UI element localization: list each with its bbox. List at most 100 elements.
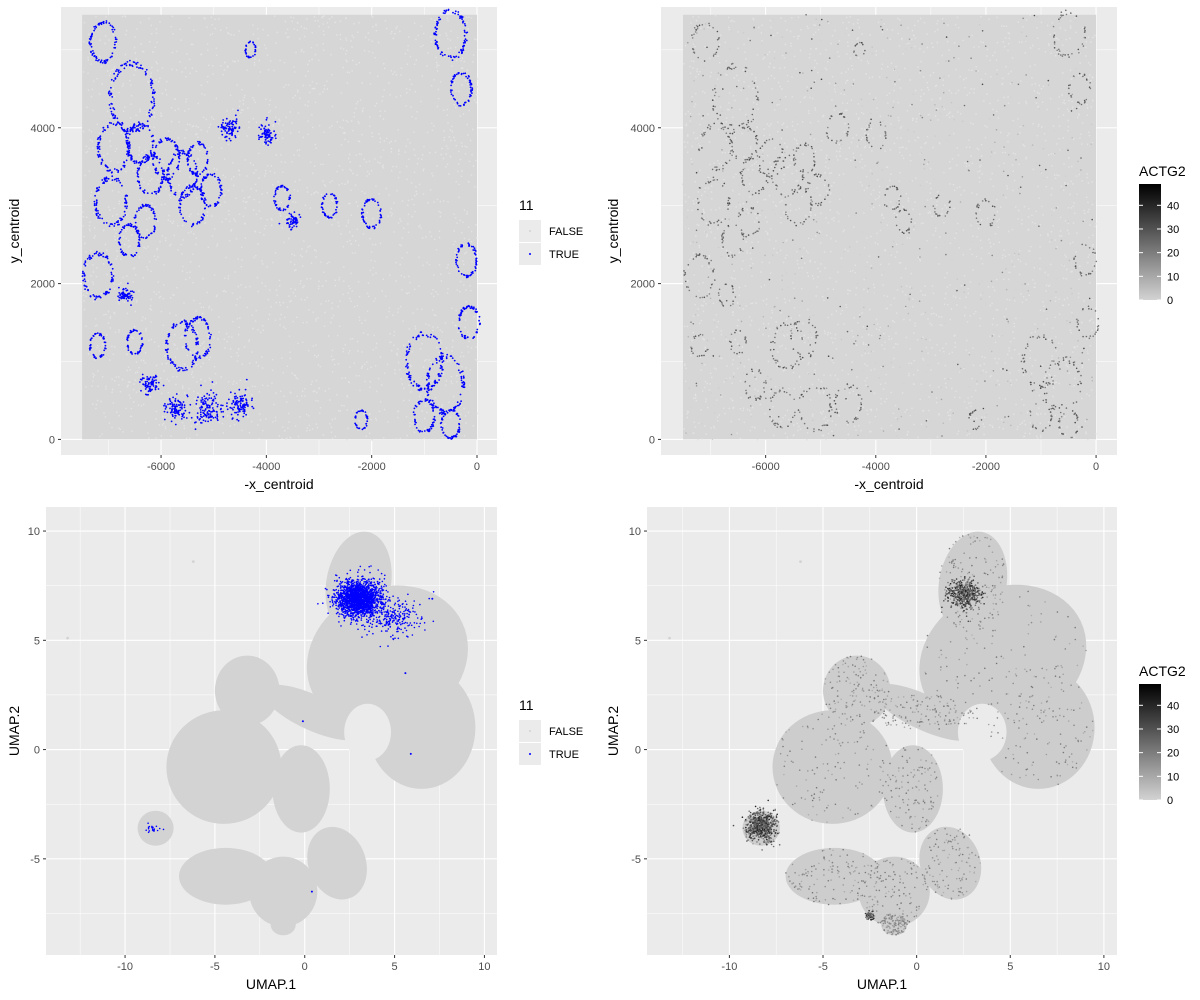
true-cell-point: [92, 50, 94, 52]
true-cell-point: [109, 107, 112, 110]
expression-point: [948, 134, 951, 137]
true-cell-point: [146, 378, 149, 380]
expression-point: [1057, 362, 1059, 365]
true-cell-point: [137, 176, 140, 178]
true-cell-point: [207, 420, 210, 423]
expression-point: [750, 405, 752, 407]
true-cell-point: [120, 297, 123, 300]
expression-point: [708, 22, 710, 25]
true-cell-point: [270, 138, 273, 141]
expression-point: [793, 190, 796, 193]
true-cell-point: [135, 160, 138, 163]
true-cell-point: [110, 86, 112, 89]
expression-point: [1085, 78, 1088, 80]
expression-point: [816, 175, 818, 178]
expression-point: [817, 204, 819, 207]
true-cell-point: [99, 22, 101, 25]
true-cell-point: [459, 313, 462, 315]
expression-point: [690, 350, 693, 353]
true-cell-point: [204, 402, 207, 405]
true-cell-point: [220, 189, 223, 191]
expression-point: [1038, 336, 1041, 339]
true-cell-point: [405, 350, 408, 352]
true-cell-point: [106, 180, 108, 182]
true-cell-point: [231, 418, 234, 420]
true-cell-point: [108, 121, 111, 124]
expression-point: [772, 62, 774, 64]
expression-point: [884, 131, 887, 134]
true-cell-point: [354, 416, 357, 419]
expression-point: [701, 133, 703, 136]
expression-point: [727, 204, 730, 206]
true-cell-point: [169, 400, 172, 403]
true-cell-point: [137, 121, 140, 123]
true-cell-point: [184, 334, 187, 337]
true-cell-point: [468, 79, 471, 82]
true-cell-point: [209, 204, 212, 207]
true-cell-point: [107, 92, 110, 95]
expression-point: [899, 222, 901, 225]
expression-point: [1050, 376, 1053, 379]
expression-point: [695, 29, 697, 31]
expression-point: [742, 183, 744, 186]
true-cell-point: [136, 330, 139, 332]
true-cell-point: [463, 308, 466, 311]
expression-point: [1017, 133, 1019, 135]
true-cell-point: [460, 379, 463, 382]
true-cell-point: [137, 241, 140, 244]
expression-point: [871, 52, 873, 55]
true-cell-point: [138, 351, 140, 354]
true-cell-point: [436, 381, 439, 384]
true-cell-point: [117, 241, 120, 244]
expression-point: [693, 33, 695, 36]
true-cell-point: [279, 209, 282, 212]
expression-point: [735, 155, 737, 157]
expression-point: [1068, 210, 1071, 213]
true-cell-point: [408, 343, 411, 345]
expression-point: [831, 139, 833, 142]
true-cell-point: [169, 407, 171, 410]
true-cell-point: [130, 128, 133, 131]
expression-point: [757, 91, 759, 93]
expression-point: [1081, 351, 1084, 354]
true-cell-point: [245, 378, 248, 381]
true-cell-point: [261, 133, 264, 135]
expression-point: [1044, 386, 1046, 389]
true-cell-point: [413, 407, 416, 410]
true-cell-point: [232, 129, 235, 131]
true-cell-point: [86, 257, 89, 260]
expression-point: [1079, 390, 1082, 393]
true-cell-point: [208, 343, 211, 346]
expression-point: [976, 204, 978, 207]
expression-point: [951, 259, 953, 261]
colorbar-tick-label: 10: [1167, 271, 1179, 283]
true-cell-point: [452, 94, 454, 97]
expression-point: [849, 246, 851, 248]
true-cell-point: [119, 70, 122, 73]
true-cell-point: [155, 144, 158, 147]
expression-point: [974, 427, 977, 430]
true-cell-point: [454, 12, 456, 15]
true-cell-point: [126, 127, 129, 130]
expression-point: [908, 232, 910, 234]
expression-point: [838, 405, 841, 408]
expression-point: [1048, 408, 1050, 411]
expression-point: [977, 206, 980, 209]
expression-point: [1038, 164, 1041, 167]
true-cell-point: [167, 403, 169, 406]
true-cell-point: [125, 135, 128, 138]
true-cell-point: [114, 41, 116, 44]
expression-point: [879, 121, 882, 124]
true-cell-point: [460, 273, 463, 275]
expression-point: [1035, 162, 1038, 164]
true-cell-point: [367, 227, 370, 229]
expression-point: [1057, 357, 1060, 359]
true-cell-point: [450, 355, 453, 357]
expression-point: [1029, 381, 1032, 384]
true-cell-point: [127, 349, 130, 351]
true-cell-point: [98, 145, 101, 148]
true-cell-point: [178, 153, 180, 156]
colorbar-tick-label: 20: [1167, 248, 1179, 260]
true-cell-point: [192, 223, 195, 226]
true-cell-point: [194, 355, 197, 358]
